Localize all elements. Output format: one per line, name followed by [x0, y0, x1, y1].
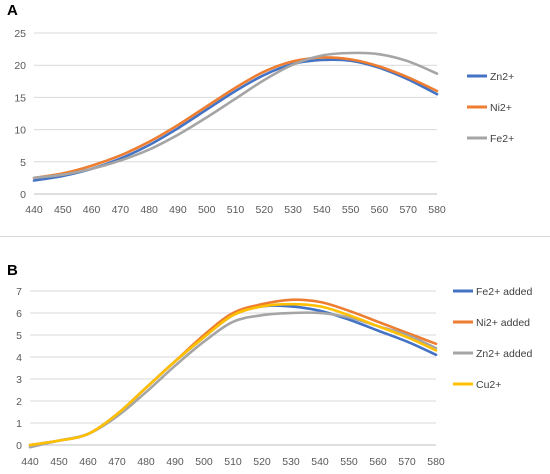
- series-line-3: [28, 302, 438, 447]
- y-tick-label: 5: [20, 157, 26, 169]
- chart-b-svg: 0 1 2 3 4 5 6 7 440 450 460 470 480 490 500 510 520 530 54…: [16, 286, 533, 468]
- legend-label-2: Zn2+ added: [476, 348, 533, 360]
- y-tick-label: 20: [14, 60, 26, 72]
- y-tick-label: 15: [14, 92, 26, 104]
- legend-label-0: Zn2+: [490, 71, 514, 83]
- legend-label-3: Cu2+: [476, 379, 501, 391]
- x-tick-label: 460: [83, 204, 101, 216]
- y-tick-label: 3: [16, 374, 22, 386]
- x-tick-label: 470: [112, 204, 130, 216]
- chart-panel-b: B 0 1 2 3 4 5 6 7 440 450 460 470 480 490 500 510 520 530…: [0, 256, 550, 474]
- y-tick-label: 0: [16, 440, 22, 452]
- panel-divider: [0, 236, 550, 237]
- legend-label-2: Fe2+: [490, 133, 514, 145]
- panel-label-a: A: [7, 2, 18, 19]
- x-tick-label: 500: [195, 456, 213, 468]
- x-tick-label: 580: [427, 456, 445, 468]
- x-tick-label: 440: [25, 204, 43, 216]
- y-tick-label: 0: [20, 189, 26, 201]
- y-tick-label: 25: [14, 28, 26, 40]
- y-tick-label: 5: [16, 330, 22, 342]
- x-tick-label: 510: [227, 204, 245, 216]
- x-tick-label: 520: [253, 456, 271, 468]
- series-line-1: [32, 56, 439, 180]
- x-tick-label: 580: [428, 204, 446, 216]
- x-tick-label: 460: [79, 456, 97, 468]
- x-tick-label: 540: [311, 456, 329, 468]
- x-tick-label: 560: [371, 204, 389, 216]
- y-tick-label: 10: [14, 125, 26, 137]
- chart-panel-a: A 0 5 10 15 20 25 440 450 460 470 480 490 500 510 520 5…: [0, 0, 550, 224]
- series-line-2: [32, 51, 439, 180]
- x-tick-label: 500: [198, 204, 216, 216]
- y-tick-label: 7: [16, 286, 22, 298]
- panel-label-b: B: [7, 262, 18, 279]
- x-tick-label: 560: [369, 456, 387, 468]
- x-tick-label: 570: [399, 204, 417, 216]
- x-tick-label: 540: [313, 204, 331, 216]
- legend-label-1: Ni2+ added: [476, 317, 530, 329]
- y-tick-label: 1: [16, 418, 22, 430]
- x-tick-label: 480: [137, 456, 155, 468]
- y-tick-label: 4: [16, 352, 22, 364]
- y-tick-label: 2: [16, 396, 22, 408]
- x-tick-label: 550: [340, 456, 358, 468]
- series-line-0: [32, 58, 439, 182]
- legend-label-1: Ni2+: [490, 102, 512, 114]
- x-tick-label: 480: [140, 204, 158, 216]
- x-tick-label: 550: [342, 204, 360, 216]
- y-tick-label: 6: [16, 308, 22, 320]
- x-tick-label: 510: [224, 456, 242, 468]
- x-tick-label: 490: [166, 456, 184, 468]
- x-tick-label: 530: [284, 204, 302, 216]
- x-tick-label: 470: [108, 456, 126, 468]
- series-line-2: [28, 311, 438, 449]
- x-tick-label: 530: [282, 456, 300, 468]
- x-tick-label: 570: [398, 456, 416, 468]
- x-tick-label: 520: [256, 204, 274, 216]
- x-tick-label: 440: [21, 456, 39, 468]
- x-tick-label: 490: [169, 204, 187, 216]
- legend-label-0: Fe2+ added: [476, 286, 533, 298]
- x-tick-label: 450: [50, 456, 68, 468]
- x-tick-label: 450: [54, 204, 72, 216]
